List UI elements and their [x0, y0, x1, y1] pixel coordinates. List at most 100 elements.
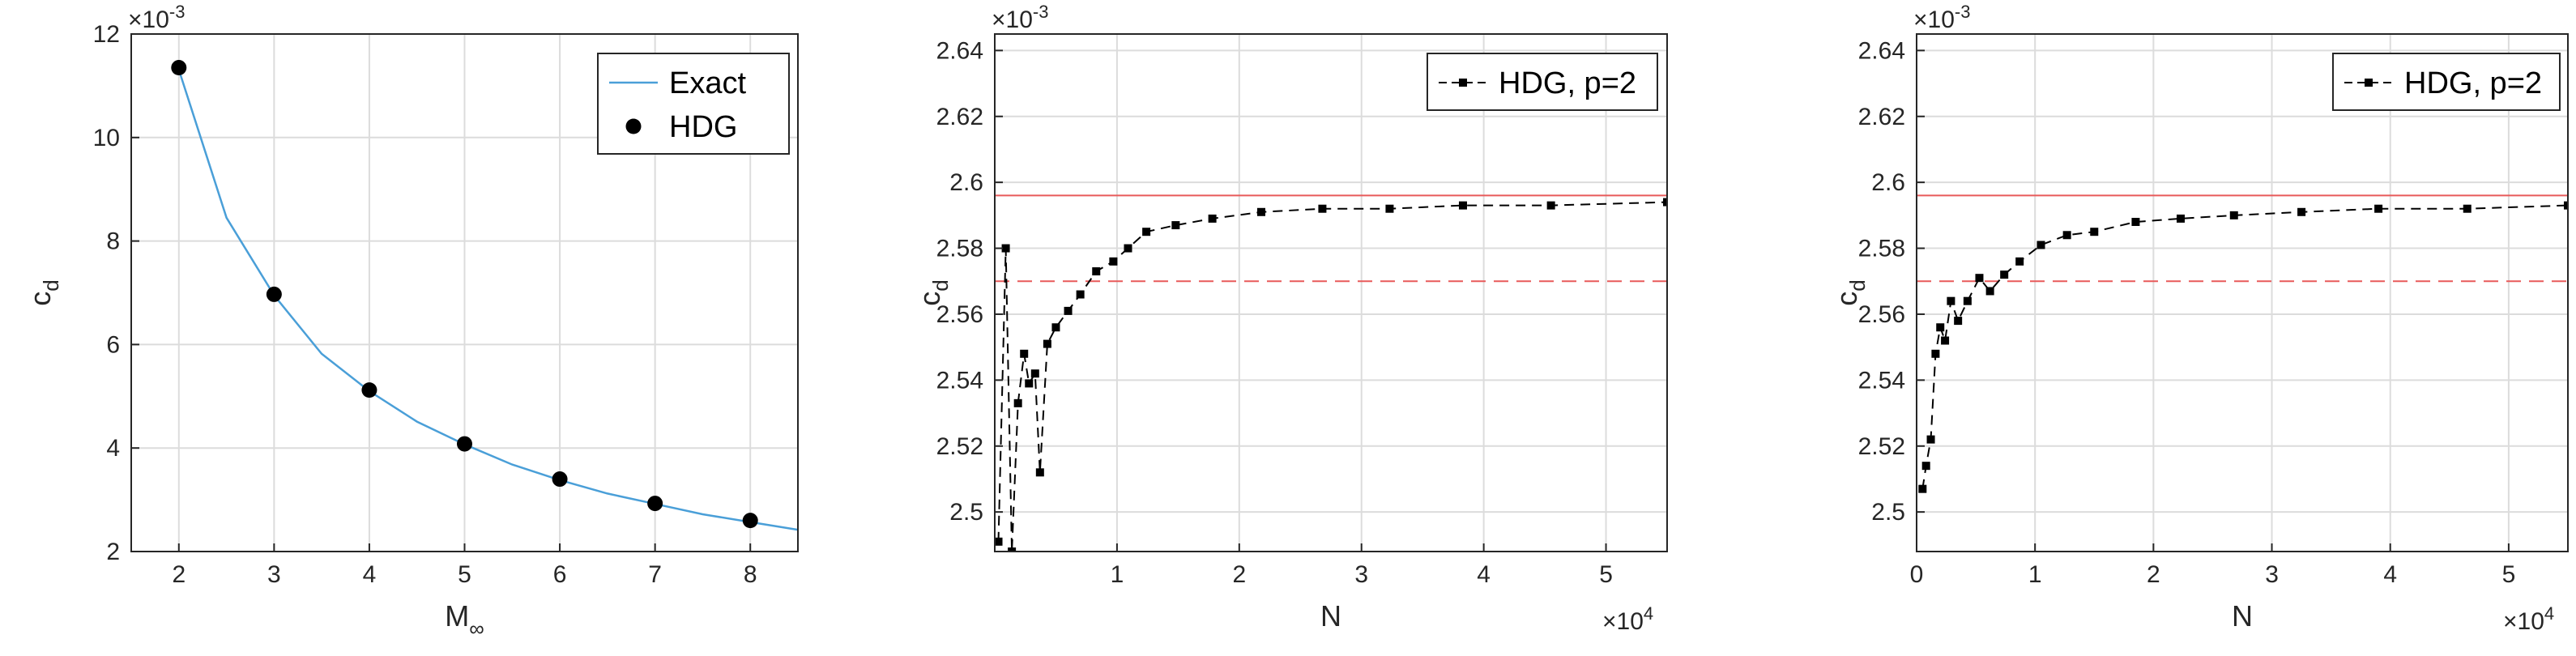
x-tick-label-5: 7 [648, 561, 662, 588]
hdg-point-7 [1954, 317, 1963, 326]
hdg-point-20 [1385, 204, 1394, 213]
y-axis-label: cd [1830, 279, 1870, 305]
plot-frame [994, 33, 1668, 552]
chart-panel-1: 2 3 4 5 6 7 8 2 4 6 8 10 12 ×10-3 M∞ cd Exact HDG [23, 2, 799, 641]
plot-area [171, 60, 798, 531]
y-multiplier-base: ×10 [1913, 6, 1955, 33]
x-tick-label-1: 1 [2028, 561, 2042, 588]
hdg-point-1 [1921, 462, 1930, 471]
y-multiplier-exp: -3 [169, 2, 186, 22]
hdg-point-2 [1926, 435, 1935, 444]
x-tick-label-0: 0 [1910, 561, 1924, 588]
hdg-point-0 [171, 60, 187, 76]
y-tick-label-1: 2.52 [1858, 433, 1905, 460]
y-tick-label-5: 2.6 [949, 169, 983, 196]
legend-label-1: HDG [669, 110, 737, 144]
y-tick-label-2: 2.54 [1858, 367, 1905, 394]
legend: Exact HDG [597, 53, 790, 155]
hdg-point-12 [1092, 267, 1101, 276]
hdg-point-20 [2374, 204, 2383, 213]
hdg-point-17 [2176, 214, 2185, 223]
x-tick-label-0: 1 [1111, 561, 1124, 588]
hdg-point-7 [1035, 468, 1044, 477]
x-axis-label-main: M [445, 599, 469, 633]
hdg-point-5 [1025, 379, 1034, 388]
hdg-point-6 [1030, 369, 1039, 378]
hdg-point-4 [1936, 323, 1945, 332]
y-tick-label-1: 2.52 [936, 433, 983, 460]
y-tick-label-0: 2.5 [949, 499, 983, 526]
x-tick-label-1: 2 [1232, 561, 1246, 588]
grid [995, 34, 1667, 552]
legend-box [597, 53, 790, 155]
y-tick-label-7: 2.64 [1858, 37, 1905, 64]
hdg-point-12 [2015, 257, 2024, 266]
x-tick-label-5: 5 [2502, 561, 2516, 588]
hdg-point-13 [2036, 241, 2045, 249]
chart-panel-2: 1 2 3 4 52.52.522.542.562.582.62.622.64×10-3… [913, 2, 1668, 635]
y-tick-label-2: 2.54 [936, 367, 983, 394]
y-multiplier: ×10-3 [1913, 2, 1970, 33]
y-tick-label-3: 8 [106, 228, 120, 255]
x-multiplier-exp: 4 [2544, 603, 2554, 624]
hdg-point-16 [1171, 221, 1180, 230]
x-tick-label-2: 3 [1354, 561, 1368, 588]
hdg-point-23 [1663, 198, 1667, 207]
y-tick-label-1: 4 [106, 435, 120, 462]
legend: HDG, p=2 [1427, 53, 1658, 111]
y-axis-label-main: c [913, 292, 946, 306]
series-hdg-line [997, 201, 1667, 552]
hdg-point-4 [1020, 349, 1029, 358]
y-multiplier-exp: -3 [1955, 2, 1971, 22]
hdg-point-3 [1013, 398, 1022, 407]
x-multiplier: ×104 [1602, 603, 1653, 635]
y-multiplier-exp: -3 [1033, 2, 1049, 22]
plot-area [995, 194, 1667, 552]
x-tick-label-4: 5 [1599, 561, 1613, 588]
hdg-point-21 [1458, 201, 1467, 210]
x-axis-label-main: N [2232, 599, 2253, 633]
hdg-point-15 [2090, 228, 2099, 236]
y-tick-label-4: 10 [93, 125, 120, 151]
hdg-point-6 [742, 513, 758, 529]
y-axis-label: cd [913, 279, 953, 305]
chart-panel-3: 0 1 2 3 4 52.52.522.542.562.582.62.622.64×10-… [1830, 2, 2569, 635]
legend-swatch-marker [2365, 79, 2373, 87]
hdg-point-16 [2131, 217, 2140, 226]
hdg-point-11 [2000, 270, 2009, 279]
hdg-point-9 [1051, 323, 1060, 332]
hdg-point-19 [1318, 204, 1327, 213]
hdg-point-8 [1963, 296, 1972, 305]
x-tick-label-1: 3 [267, 561, 281, 588]
hdg-point-2 [361, 382, 377, 398]
y-tick-label-3: 2.56 [1858, 301, 1905, 328]
x-axis-label-main: N [1320, 599, 1341, 633]
hdg-point-18 [1256, 207, 1265, 216]
y-multiplier-base: ×10 [128, 6, 169, 33]
y-axis-label: cd [23, 279, 63, 305]
plot-frame [1916, 33, 2569, 552]
x-multiplier-base: ×10 [2503, 608, 2544, 635]
hdg-point-10 [1064, 306, 1073, 315]
legend-label-0: Exact [669, 66, 746, 100]
y-tick-label-6: 2.62 [936, 104, 983, 130]
hdg-point-3 [457, 436, 472, 452]
series-exact-line [177, 69, 798, 531]
hdg-point-5 [1941, 336, 1950, 345]
legend-label-0: HDG, p=2 [1499, 66, 1636, 100]
y-axis-label-sub: d [1845, 279, 1870, 291]
y-tick-label-7: 2.64 [936, 37, 983, 64]
hdg-point-4 [552, 471, 568, 488]
y-multiplier: ×10-3 [128, 2, 185, 33]
hdg-point-19 [2297, 207, 2306, 216]
legend-swatch-hdg [625, 118, 642, 134]
hdg-point-1 [266, 286, 282, 302]
hdg-point-15 [1142, 228, 1151, 236]
hdg-point-18 [2229, 211, 2238, 219]
x-tick-label-0: 2 [172, 561, 186, 588]
x-tick-label-3: 3 [2265, 561, 2279, 588]
hdg-point-13 [1109, 257, 1118, 266]
hdg-point-11 [1076, 290, 1085, 299]
x-axis-label: N [2232, 599, 2253, 633]
